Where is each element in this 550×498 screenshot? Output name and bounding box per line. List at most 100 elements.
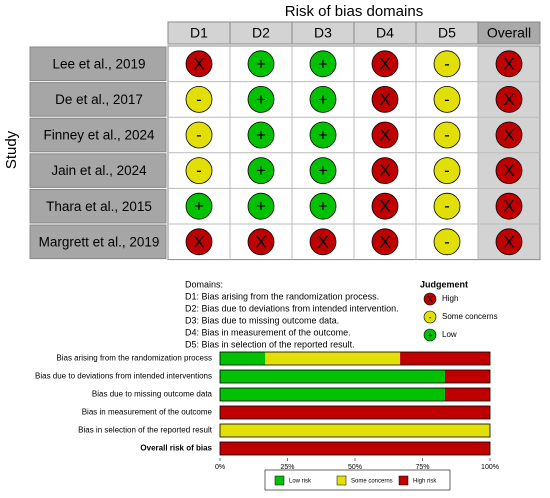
study-label-bg (29, 188, 167, 224)
judgement-symbol: - (444, 161, 450, 180)
judgement-circle (309, 157, 337, 185)
judgement-symbol: X (379, 54, 390, 73)
bar-segment (265, 352, 401, 365)
bar-outline (219, 351, 491, 366)
legend-label: Some concerns (442, 312, 498, 321)
domains-title: Domains: (185, 279, 223, 289)
judgement-circle (309, 192, 337, 220)
study-label-bg (29, 117, 167, 153)
legend-circle (423, 328, 437, 342)
bar-outline (219, 387, 491, 402)
legend-swatch (398, 475, 409, 486)
judgement-circle (495, 157, 523, 185)
judgement-symbol: X (255, 232, 266, 251)
judgement-circle (185, 50, 213, 78)
judgement-symbol: - (444, 54, 450, 73)
judgement-symbol: X (503, 125, 514, 144)
column-header: D4 (376, 25, 394, 41)
judgement-circle (371, 86, 399, 113)
column-header: D5 (438, 25, 456, 41)
judgement-symbol: X (503, 161, 514, 180)
study-label: Jain et al., 2024 (51, 163, 147, 178)
judgement-symbol: X (193, 54, 204, 73)
x-tick-label: 75% (415, 464, 429, 471)
domain-text: D3: Bias due to missing outcome data. (185, 315, 339, 325)
judgement-circle (185, 228, 213, 256)
judgement-symbol: X (379, 232, 390, 251)
judgement-symbol: X (503, 232, 514, 251)
legend-circle (423, 292, 437, 306)
judgement-symbol: + (318, 125, 328, 144)
judgement-circle (247, 121, 275, 149)
judgement-circle (185, 121, 213, 149)
judgement-symbol: X (379, 90, 390, 109)
judgement-symbol: + (256, 197, 266, 216)
judgement-symbol: X (379, 125, 390, 144)
legend-label: High (442, 294, 458, 303)
judgement-symbol: - (196, 125, 202, 144)
domain-text: D5: Bias in selection of the reported re… (185, 339, 355, 349)
study-label: Finney et al., 2024 (43, 128, 155, 143)
judgement-symbol: + (194, 197, 204, 216)
judgement-symbol: + (256, 90, 266, 109)
column-header: D1 (190, 25, 208, 41)
legend-label: Low risk (289, 479, 312, 485)
judgement-circle (185, 86, 213, 113)
judgement-symbol: + (318, 54, 328, 73)
judgement-symbol: + (318, 90, 328, 109)
y-tick-label: Bias due to missing outcome data (92, 390, 213, 399)
bar-segment (400, 352, 490, 365)
judgement-symbol: - (444, 90, 450, 109)
judgement-circle (495, 121, 523, 149)
judgement-circle (309, 121, 337, 149)
judgement-symbol: X (317, 232, 328, 251)
judgement-circle (495, 228, 523, 256)
domain-text: D4: Bias in measurement of the outcome. (185, 327, 351, 337)
bar-outline (219, 405, 491, 420)
study-label: Thara et al., 2015 (46, 199, 152, 214)
bar-outline (219, 441, 491, 456)
judgement-circle (309, 228, 337, 256)
judgement-circle (247, 192, 275, 220)
judgement-circle (371, 50, 399, 78)
judgement-symbol: X (379, 161, 390, 180)
judgement-circle (371, 192, 399, 220)
judgement-circle (433, 86, 461, 113)
y-tick-label: Bias in measurement of the outcome (82, 408, 213, 417)
judgement-symbol: + (318, 161, 328, 180)
legend-symbol: + (427, 330, 432, 340)
judgement-circle (433, 157, 461, 185)
judgement-circle (495, 192, 523, 220)
judgement-circle (371, 157, 399, 185)
judgement-symbol: + (256, 54, 266, 73)
judgement-circle (433, 228, 461, 256)
judgement-symbol: X (503, 54, 514, 73)
judgement-circle (433, 121, 461, 149)
bar-outline (219, 423, 491, 438)
judgement-symbol: + (256, 161, 266, 180)
study-label: Margrett et al., 2019 (39, 234, 160, 249)
column-header: D2 (252, 25, 270, 41)
judgement-circle (185, 192, 213, 220)
bar-segment (444, 388, 490, 401)
judgement-symbol: X (503, 90, 514, 109)
legend-label: High risk (413, 479, 437, 485)
x-tick-label: 100% (481, 464, 499, 471)
judgement-circle (247, 50, 275, 78)
bar-segment (220, 442, 490, 455)
study-label-bg (29, 46, 167, 82)
judgement-title: Judgement (420, 279, 468, 289)
legend-label: Low (442, 330, 457, 339)
legend-circle (423, 310, 437, 324)
table-title: Risk of bias domains (285, 3, 423, 20)
judgement-circle (371, 121, 399, 149)
column-header-bg (477, 21, 541, 45)
legend-swatch (274, 475, 285, 486)
judgement-symbol: X (193, 232, 204, 251)
y-tick-label: Bias arising from the randomization proc… (56, 354, 212, 363)
x-tick-label: 25% (280, 464, 294, 471)
y-tick-label: Overall risk of bias (140, 444, 212, 453)
judgement-symbol: X (379, 197, 390, 216)
judgement-circle (371, 228, 399, 256)
